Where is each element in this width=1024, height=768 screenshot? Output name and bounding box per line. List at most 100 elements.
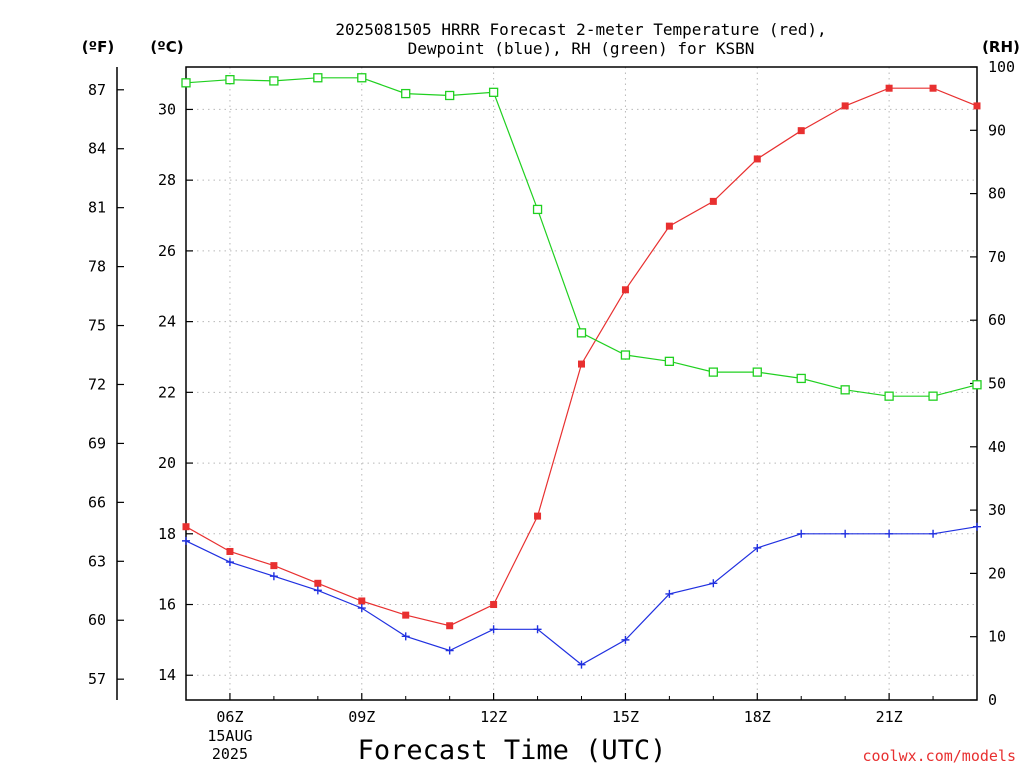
rh-tick-label: 100	[988, 58, 1015, 76]
temperature-point	[929, 84, 937, 92]
rh-point	[401, 88, 411, 99]
fahrenheit-tick-label: 84	[88, 140, 106, 158]
celsius-tick-label: 24	[158, 313, 176, 331]
temperature-point	[797, 127, 805, 135]
celsius-unit-label: (ºC)	[150, 38, 183, 56]
rh-point	[445, 90, 455, 101]
chart-title-line1: 2025081505 HRRR Forecast 2-meter Tempera…	[335, 20, 826, 39]
temperature-point	[402, 611, 410, 619]
fahrenheit-tick-label: 63	[88, 552, 106, 570]
rh-point	[269, 76, 279, 86]
rh-tick-label: 10	[988, 628, 1006, 646]
rh-tick-label: 90	[988, 121, 1006, 139]
temperature-point	[270, 562, 278, 570]
x-tick-date-label: 15AUG	[207, 727, 252, 745]
temperature-point	[490, 601, 498, 609]
temperature-point	[446, 622, 454, 630]
dewpoint-point	[401, 632, 410, 641]
rh-point	[840, 385, 850, 395]
dewpoint-point	[885, 529, 894, 538]
x-axis-label: Forecast Time (UTC)	[358, 735, 667, 766]
rh-point	[752, 367, 762, 377]
rh-tick-label: 40	[988, 438, 1006, 456]
celsius-tick-label: 14	[158, 666, 176, 684]
rh-tick-label: 70	[988, 248, 1006, 266]
rh-unit-label: (RH)	[982, 38, 1020, 56]
fahrenheit-tick-label: 66	[88, 493, 106, 511]
celsius-tick-label: 16	[158, 596, 176, 614]
rh-point	[884, 391, 894, 401]
fahrenheit-tick-label: 72	[88, 375, 106, 393]
rh-series-line	[185, 77, 978, 397]
temperature-series-line	[185, 87, 978, 627]
rh-point	[708, 367, 718, 377]
temperature-point	[358, 597, 366, 605]
celsius-tick-label: 30	[158, 100, 176, 118]
fahrenheit-tick-label: 60	[88, 611, 106, 629]
fahrenheit-tick-label: 57	[88, 670, 106, 688]
dewpoint-point	[753, 543, 762, 552]
dewpoint-point	[313, 586, 322, 595]
dewpoint-point	[445, 646, 454, 655]
temperature-point	[578, 360, 585, 368]
x-tick-label: 18Z	[744, 708, 771, 726]
plot-frame	[185, 66, 978, 701]
temperature-point	[314, 579, 322, 587]
grid-lines	[186, 67, 977, 700]
rh-point	[796, 373, 806, 384]
rh-tick-label: 50	[988, 375, 1006, 393]
x-tick-label: 15Z	[612, 708, 639, 726]
rh-point	[928, 391, 938, 401]
dewpoint-point	[225, 558, 234, 567]
rh-point	[576, 328, 587, 338]
celsius-tick-label: 20	[158, 454, 176, 472]
temperature-point	[534, 512, 542, 520]
celsius-tick-label: 18	[158, 525, 176, 543]
fahrenheit-tick-label: 69	[88, 434, 106, 452]
temperature-point	[182, 523, 190, 531]
rh-point	[181, 78, 191, 88]
dewpoint-point	[797, 529, 806, 538]
dewpoint-point	[621, 635, 630, 644]
rh-tick-label: 80	[988, 185, 1006, 203]
x-tick-year-label: 2025	[212, 745, 248, 763]
fahrenheit-tick-label: 87	[88, 81, 106, 99]
x-tick-label: 21Z	[876, 708, 903, 726]
temperature-point	[841, 102, 849, 110]
rh-point	[488, 87, 499, 97]
rh-tick-label: 20	[988, 564, 1006, 582]
rh-point	[313, 73, 323, 83]
fahrenheit-tick-label: 75	[88, 317, 106, 335]
fahrenheit-tick-label: 78	[88, 258, 106, 276]
dewpoint-point	[182, 536, 190, 545]
temperature-point	[665, 222, 673, 230]
rh-point	[664, 356, 675, 366]
rh-tick-label: 30	[988, 501, 1006, 519]
dewpoint-point	[973, 522, 981, 531]
data-series	[181, 73, 982, 669]
x-tick-label: 12Z	[480, 708, 507, 726]
source-credit: coolwx.com/models	[862, 747, 1016, 765]
chart-title-line2: Dewpoint (blue), RH (green) for KSBN	[408, 39, 755, 58]
dewpoint-point	[533, 625, 542, 634]
rh-point	[972, 380, 982, 390]
dewpoint-point	[929, 529, 938, 538]
dewpoint-point	[489, 625, 498, 634]
dewpoint-point	[357, 604, 366, 613]
temperature-point	[753, 155, 761, 163]
fahrenheit-unit-label: (ºF)	[82, 38, 114, 56]
dewpoint-point	[269, 572, 278, 581]
temperature-point	[621, 286, 629, 294]
dewpoint-point	[665, 589, 674, 598]
temperature-point	[226, 547, 234, 555]
rh-tick-label: 60	[988, 311, 1006, 329]
rh-tick-label: 0	[988, 691, 997, 709]
dewpoint-point	[841, 529, 850, 538]
temperature-point	[885, 84, 893, 92]
fahrenheit-tick-label: 81	[88, 199, 106, 217]
dewpoint-point	[709, 579, 718, 588]
celsius-tick-label: 22	[158, 383, 176, 401]
temperature-point	[709, 197, 717, 205]
